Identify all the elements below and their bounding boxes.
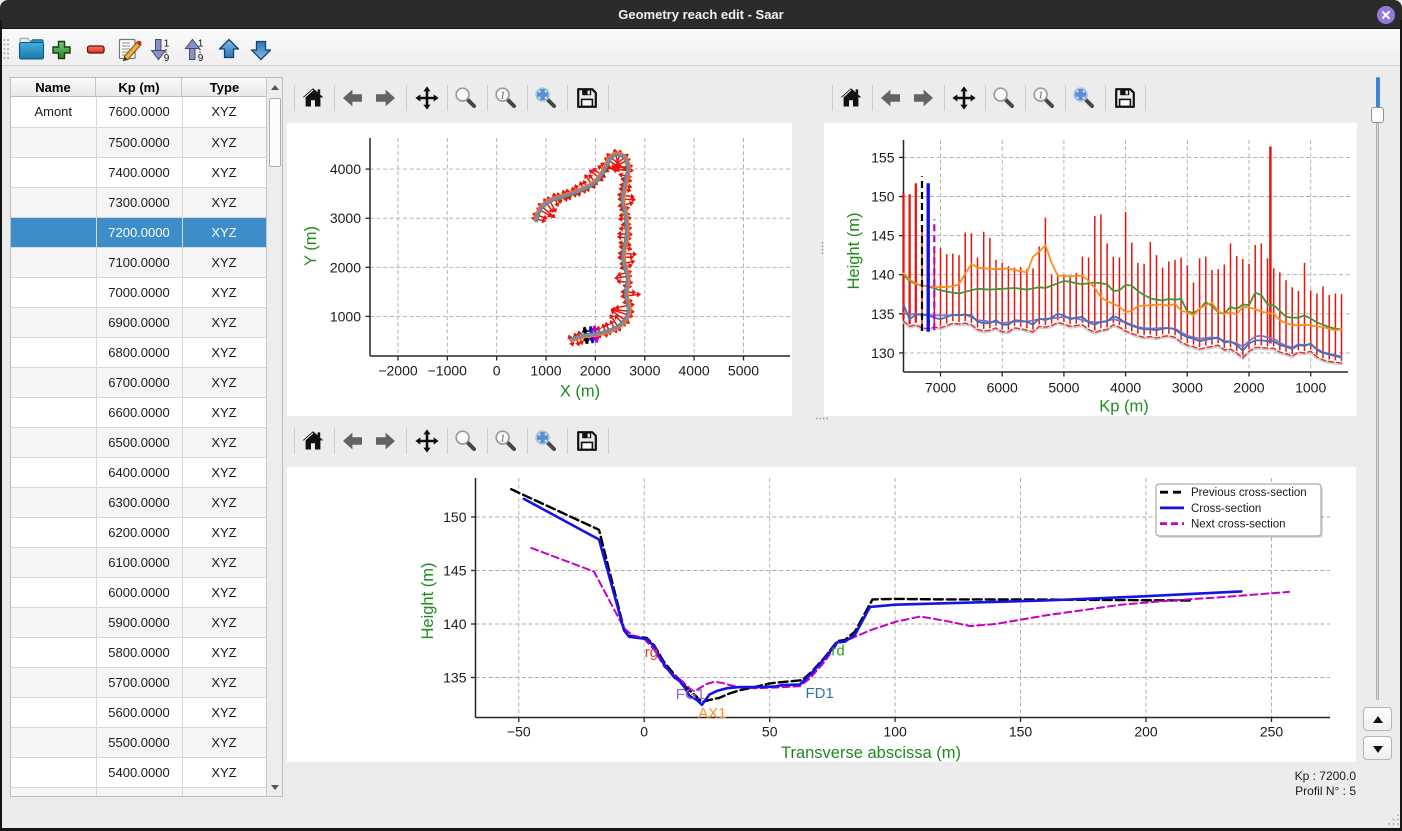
svg-text:1000: 1000 [530, 363, 561, 379]
svg-text:150: 150 [443, 509, 467, 525]
svg-text:Height (m): Height (m) [845, 212, 863, 289]
svg-text:FG1: FG1 [676, 686, 705, 703]
svg-text:Transverse abscissa (m): Transverse abscissa (m) [781, 744, 961, 762]
svg-text:9: 9 [198, 53, 204, 64]
svg-text:Kp (m): Kp (m) [1099, 398, 1149, 416]
svg-text:155: 155 [871, 149, 895, 165]
svg-text:2000: 2000 [330, 259, 361, 275]
svg-text:Y (m): Y (m) [302, 226, 320, 266]
svg-text:3000: 3000 [330, 210, 361, 226]
svg-text:1: 1 [1038, 89, 1044, 101]
svg-text:3000: 3000 [1172, 380, 1203, 396]
svg-text:6000: 6000 [987, 380, 1018, 396]
svg-text:1: 1 [500, 89, 506, 101]
svg-text:5000: 5000 [728, 363, 759, 379]
svg-text:150: 150 [1009, 724, 1033, 740]
svg-text:0: 0 [493, 363, 501, 379]
svg-text:Height (m): Height (m) [419, 562, 437, 639]
svg-text:2000: 2000 [580, 363, 611, 379]
svg-text:2000: 2000 [1233, 380, 1264, 396]
svg-text:135: 135 [871, 306, 895, 322]
svg-text:7000: 7000 [925, 380, 956, 396]
svg-text:X (m): X (m) [560, 383, 600, 401]
svg-text:1000: 1000 [330, 308, 361, 324]
svg-text:1: 1 [500, 432, 506, 444]
svg-text:−1000: −1000 [428, 363, 468, 379]
svg-text:rg: rg [645, 644, 658, 661]
svg-text:Cross-section: Cross-section [1191, 503, 1261, 515]
svg-text:145: 145 [443, 563, 467, 579]
svg-text:150: 150 [871, 189, 895, 205]
svg-text:4000: 4000 [330, 161, 361, 177]
svg-text:rd: rd [831, 642, 844, 659]
svg-text:−50: −50 [507, 724, 531, 740]
svg-text:AX1: AX1 [698, 705, 726, 722]
svg-text:250: 250 [1260, 724, 1284, 740]
svg-text:1000: 1000 [1295, 380, 1326, 396]
svg-text:140: 140 [871, 267, 895, 283]
svg-text:0: 0 [640, 724, 648, 740]
svg-text:−2000: −2000 [378, 363, 418, 379]
svg-text:100: 100 [883, 724, 907, 740]
svg-text:200: 200 [1134, 724, 1158, 740]
svg-text:135: 135 [443, 670, 467, 686]
svg-text:1: 1 [198, 39, 204, 50]
svg-text:Next cross-section: Next cross-section [1191, 519, 1286, 531]
svg-text:9: 9 [164, 53, 170, 64]
svg-text:4000: 4000 [679, 363, 710, 379]
svg-text:4000: 4000 [1110, 380, 1141, 396]
svg-text:FD1: FD1 [806, 685, 834, 702]
svg-text:1: 1 [164, 39, 170, 50]
svg-text:5000: 5000 [1048, 380, 1079, 396]
svg-text:3000: 3000 [629, 363, 660, 379]
svg-text:Previous cross-section: Previous cross-section [1191, 487, 1307, 499]
svg-text:130: 130 [871, 345, 895, 361]
svg-text:50: 50 [762, 724, 778, 740]
svg-text:145: 145 [871, 228, 895, 244]
svg-text:140: 140 [443, 616, 467, 632]
